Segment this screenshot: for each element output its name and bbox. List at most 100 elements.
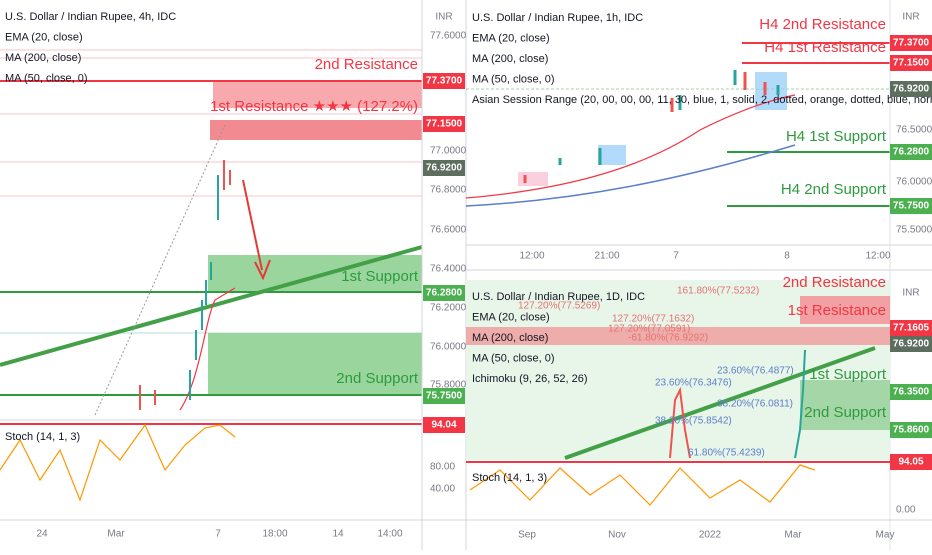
price-tag-bg (890, 320, 932, 336)
legend-item: MA (50, close, 0) (472, 352, 555, 364)
legend-item: MA (50, close, 0) (5, 72, 88, 84)
fib-label: 127.20%(77.5269) (518, 301, 600, 312)
time-axis-label: May (876, 530, 895, 541)
price-tag: 76.9200 (426, 163, 463, 174)
price-tag-bg (890, 336, 932, 352)
price-tag-bg (423, 285, 465, 301)
price-tag-bg (423, 116, 465, 132)
price-axis-label: 77.6000 (430, 31, 467, 42)
price-tag: 76.3500 (893, 387, 930, 398)
price-tag-bg (890, 81, 932, 97)
annotation: 1st Support (809, 366, 887, 383)
legend-item: EMA (20, close) (472, 32, 550, 44)
legend-item: U.S. Dollar / Indian Rupee, 1h, IDC (472, 12, 643, 24)
fib-label: 61.80%(75.4239) (688, 448, 765, 459)
annotation: 2nd Resistance (315, 56, 418, 73)
annotation: 1st Resistance ★★★ (127.2%) (210, 98, 418, 115)
price-axis-label: 75.5000 (896, 225, 932, 236)
fib-label: 127.20%(77.1632) (612, 314, 694, 325)
price-tag-bg (890, 422, 932, 438)
stoch-axis-label: 40.00 (430, 484, 455, 495)
stoch-tag: 94.04 (431, 420, 456, 431)
legend-item: U.S. Dollar / Indian Rupee, 4h, IDC (5, 11, 176, 23)
legend-item: EMA (20, close) (5, 31, 83, 43)
annotation: H4 1st Resistance (764, 39, 886, 56)
fib-label: -61.80%(76.9292) (628, 333, 708, 344)
price-tag: 76.2800 (893, 147, 930, 158)
annotation: 1st Resistance (788, 302, 886, 319)
price-tag: 75.7500 (426, 391, 463, 402)
annotation: 2nd Support (804, 404, 887, 421)
price-tag-bg (890, 144, 932, 160)
currency: INR (902, 288, 919, 299)
price-tag: 76.9200 (893, 84, 930, 95)
legend-item: Asian Session Range (20, 00, 00, 00, 11,… (472, 94, 932, 106)
time-axis-label: 18:00 (262, 529, 287, 540)
price-tag: 77.1500 (893, 58, 930, 69)
time-axis-label: Mar (784, 530, 802, 541)
price-axis-label: 76.6000 (430, 225, 467, 236)
currency: INR (902, 12, 919, 23)
stoch-tag-bg (890, 454, 932, 470)
stoch-axis-label: 80.00 (430, 462, 455, 473)
legend-item: U.S. Dollar / Indian Rupee, 1D, IDC (472, 291, 645, 303)
fib-label: 23.60%(76.4877) (717, 366, 794, 377)
legend-item: EMA (20, close) (472, 311, 550, 323)
price-tag: 77.3700 (426, 76, 463, 87)
price-axis-label: 76.0000 (896, 177, 932, 188)
price-axis-label: 77.0000 (430, 146, 467, 157)
time-axis-label: 24 (36, 529, 48, 540)
price-tag-bg (890, 55, 932, 71)
annotation: 1st Support (341, 268, 419, 285)
stoch-tag: 94.05 (898, 457, 923, 468)
annotation: H4 1st Support (786, 128, 887, 145)
price-axis-label: 76.0000 (430, 342, 467, 353)
time-axis-label: 21:00 (594, 251, 619, 262)
time-axis-label: 7 (215, 529, 221, 540)
time-axis-label: 2022 (699, 530, 722, 541)
price-tag-bg (890, 198, 932, 214)
time-axis-label: Sep (518, 530, 536, 541)
legend-item: MA (200, close) (5, 52, 81, 64)
annotation: H4 2nd Resistance (759, 16, 886, 33)
time-axis-label: 12:00 (519, 251, 544, 262)
price-axis-label: 76.2000 (430, 303, 467, 314)
time-axis-label: Mar (107, 529, 125, 540)
price-axis-label: 76.8000 (430, 185, 467, 196)
fib-label: 161.80%(77.5232) (677, 286, 759, 297)
legend-item: MA (200, close) (472, 53, 548, 65)
price-tag-bg (890, 384, 932, 400)
legend-item: Ichimoku (9, 26, 52, 26) (472, 373, 588, 385)
fib-label: 38.20%(76.0811) (717, 399, 793, 410)
time-axis-label: 14:00 (377, 529, 402, 540)
time-axis-label: Nov (608, 530, 626, 541)
price-axis-label: 76.5000 (896, 125, 932, 136)
price-axis-label: 76.4000 (430, 264, 467, 275)
annotation: 2nd Resistance (783, 274, 886, 291)
price-tag: 76.2800 (426, 288, 463, 299)
price-tag-bg (890, 35, 932, 51)
time-axis-label: 14 (332, 529, 344, 540)
stoch-legend: Stoch (14, 1, 3) (5, 431, 80, 443)
price-tag: 77.3700 (893, 38, 930, 49)
legend-item: MA (50, close, 0) (472, 73, 555, 85)
stoch-legend: Stoch (14, 1, 3) (472, 472, 547, 484)
price-axis-label: 75.8000 (430, 380, 467, 391)
price-tag-bg (423, 160, 465, 176)
price-tag: 77.1500 (426, 119, 463, 130)
fib-label: 38.20%(75.8542) (655, 416, 732, 427)
fib-label: 23.60%(76.3476) (655, 378, 732, 389)
stoch-tag-bg (423, 417, 465, 433)
time-axis-label: 7 (673, 251, 679, 262)
legend-item: MA (200, close) (472, 332, 548, 344)
annotation: 2nd Support (336, 370, 419, 387)
price-tag-bg (423, 73, 465, 89)
time-axis-label: 8 (784, 251, 790, 262)
stoch-axis-label: 0.00 (896, 505, 916, 516)
price-tag-bg (423, 388, 465, 404)
price-tag: 76.9200 (893, 339, 930, 350)
time-axis-label: 12:00 (865, 251, 890, 262)
fib-label: 127.20%(77.0591) (608, 324, 690, 335)
